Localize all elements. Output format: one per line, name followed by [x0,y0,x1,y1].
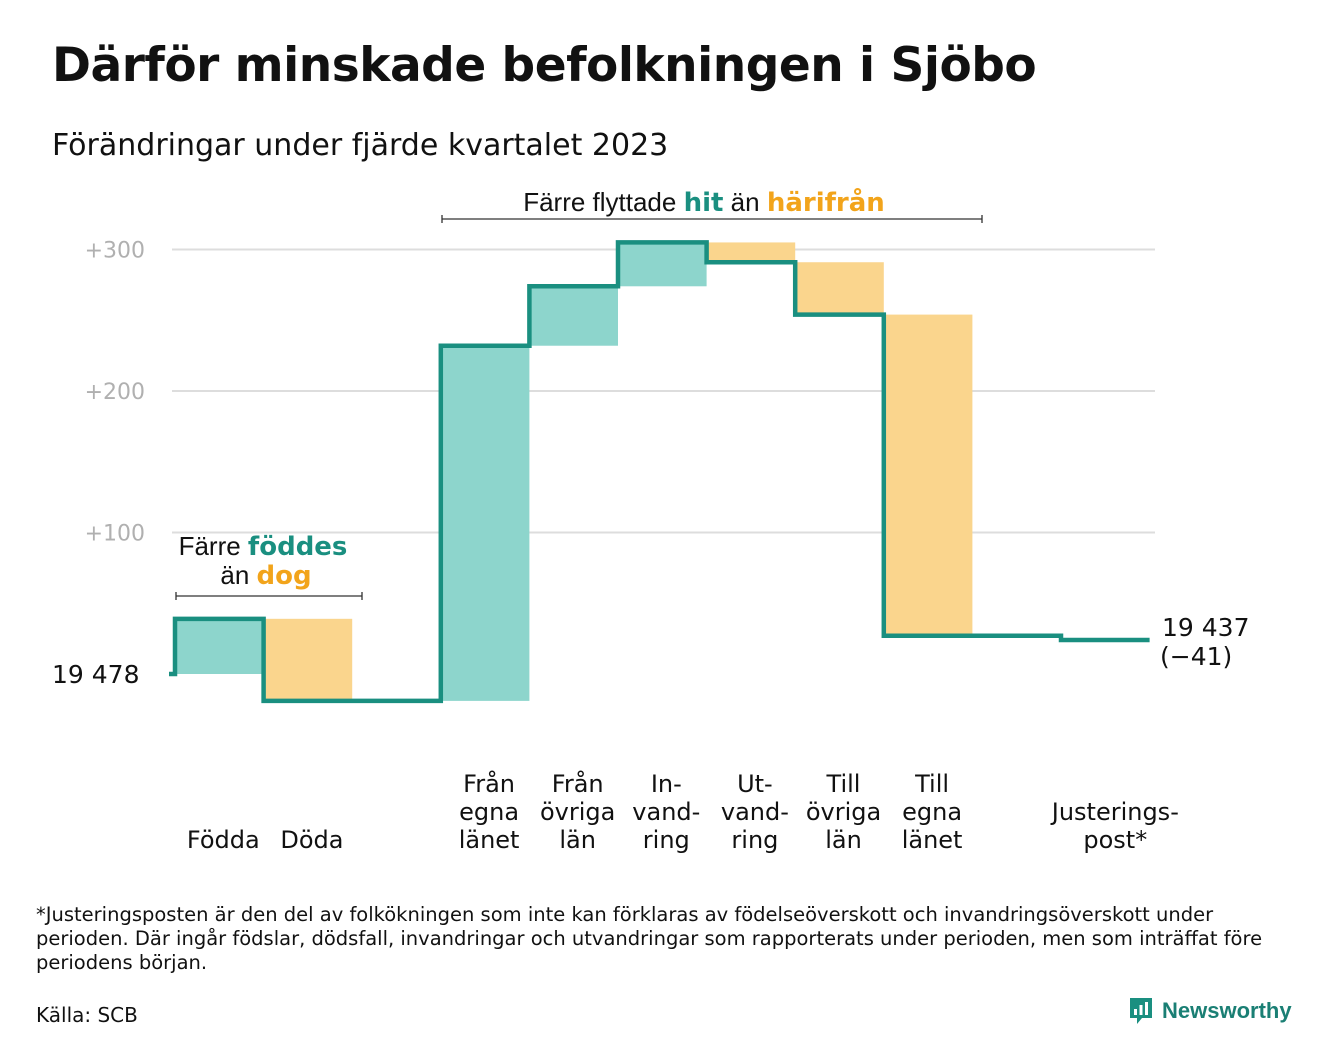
annotation-migration: Färre flyttade hit än härifrån [523,186,885,218]
category-label: Från [552,769,604,798]
waterfall-bar [529,286,618,346]
waterfall-bar [440,345,530,701]
y-tick-label: +100 [85,522,145,547]
category-label: In- [651,770,682,798]
end-change-label: (−41) [1160,642,1232,671]
waterfall-chart: +100+200+300 Födda DödaFrånegnalänetFrånö… [52,186,1249,854]
footnote: *Justeringsposten är den del av folkökni… [36,903,1263,974]
end-value-label: 19 437 [1162,613,1249,642]
category-label: län [559,826,596,854]
annotation-births-line1: Färre föddes [179,531,348,562]
category-label: Från [463,769,515,798]
waterfall-bar [706,242,796,263]
category-label: egna [459,798,519,826]
waterfall-bar [175,618,264,674]
waterfall-bar [795,262,884,315]
chart-title: Därför minskade befolkningen i Sjöbo [52,38,1037,93]
category-label: län [825,826,862,854]
category-label: övriga [540,798,615,826]
category-label: Ut- [737,770,773,798]
source-note: Källa: SCB [36,1003,138,1027]
category-label: länet [459,826,520,854]
y-tick-label: +200 [85,380,145,405]
category-label: vand- [721,798,789,826]
category-label: ring [643,826,690,854]
category-label: länet [902,826,963,854]
annotation-births-line2: än dog [220,560,311,591]
category-label: Döda [280,826,343,854]
category-label: Födda [187,826,260,854]
category-label: egna [902,798,962,826]
waterfall-bar [883,314,973,636]
category-label: vand- [632,798,700,826]
category-label: Till [914,770,949,798]
category-label: Till [826,770,861,798]
category-label: ring [731,826,778,854]
category-label: post* [1083,826,1147,854]
newsworthy-logo-icon [1130,998,1152,1024]
chart-subtitle: Förändringar under fjärde kvartalet 2023 [52,128,669,163]
category-label: Justerings- [1050,798,1179,826]
step-line [169,240,1150,704]
brand-name: Newsworthy [1162,998,1292,1023]
category-label: övriga [806,798,881,826]
waterfall-bar [263,618,353,701]
start-value-label: 19 478 [52,660,139,689]
waterfall-bar [618,242,707,287]
brand-logo: Newsworthy [1128,996,1292,1026]
y-tick-label: +300 [85,239,145,264]
